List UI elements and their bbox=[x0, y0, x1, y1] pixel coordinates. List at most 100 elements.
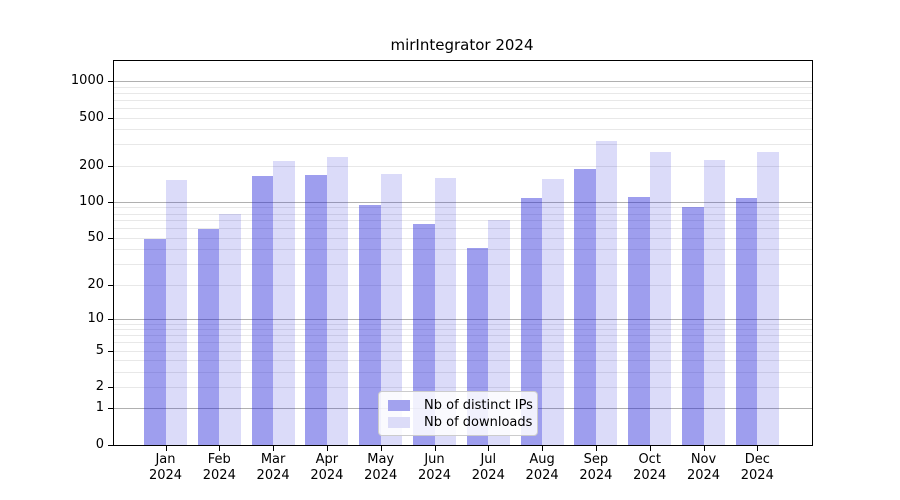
y-tick-label: 200 bbox=[79, 157, 104, 173]
gridline-minor bbox=[114, 237, 812, 239]
x-tick-label: Aug 2024 bbox=[526, 452, 559, 484]
bar-distinct-ips-may bbox=[359, 204, 381, 445]
bar-distinct-ips-feb bbox=[197, 229, 220, 445]
x-tick-year: 2024 bbox=[740, 468, 774, 483]
bar-downloads-feb bbox=[219, 213, 241, 445]
x-tick-mark bbox=[380, 446, 382, 451]
x-tick-year: 2024 bbox=[364, 468, 398, 483]
x-tick-label: Mar 2024 bbox=[257, 452, 290, 484]
legend-item-distinct-ips: Nb of distinct IPs bbox=[388, 399, 533, 412]
bar-downloads-may bbox=[380, 174, 403, 445]
gridline-major bbox=[114, 318, 812, 320]
x-tick-year: 2024 bbox=[471, 468, 505, 483]
x-tick-mark bbox=[703, 446, 705, 451]
plot-area: Nb of distinct IPs Nb of downloads bbox=[108, 60, 813, 451]
gridline-major bbox=[114, 81, 812, 83]
y-tick-mark bbox=[108, 408, 113, 410]
x-tick-label: Apr 2024 bbox=[310, 452, 343, 484]
x-tick-month: Jun bbox=[424, 452, 445, 467]
x-tick-year: 2024 bbox=[686, 468, 721, 483]
gridline-minor bbox=[114, 360, 812, 362]
y-tick-mark bbox=[108, 165, 113, 167]
gridline-minor bbox=[114, 144, 812, 146]
gridline-minor bbox=[114, 284, 812, 286]
gridline-minor bbox=[114, 107, 812, 109]
bar-downloads-sep bbox=[595, 140, 618, 445]
x-tick-mark bbox=[488, 446, 490, 451]
x-tick-month: Nov bbox=[690, 452, 717, 467]
gridline-minor bbox=[114, 117, 812, 119]
x-tick-mark bbox=[542, 446, 544, 451]
gridline-minor bbox=[114, 207, 812, 209]
x-tick-label: Jul 2024 bbox=[472, 452, 505, 484]
bar-downloads-dec bbox=[757, 152, 779, 445]
bar-downloads-nov bbox=[703, 160, 725, 445]
x-tick-year: 2024 bbox=[256, 468, 290, 483]
bar-distinct-ips-jan bbox=[144, 238, 166, 445]
y-tick-label: 20 bbox=[87, 276, 104, 292]
x-tick-label: May 2024 bbox=[364, 452, 397, 484]
x-tick-month: May bbox=[367, 452, 395, 467]
x-tick-mark bbox=[649, 446, 651, 451]
x-tick-label: Jan 2024 bbox=[149, 452, 182, 484]
x-tick-mark bbox=[595, 446, 597, 451]
y-tick-label: 1000 bbox=[70, 73, 104, 89]
y-tick-label: 50 bbox=[87, 229, 104, 245]
x-tick-year: 2024 bbox=[633, 468, 667, 483]
x-tick-month: Jul bbox=[480, 452, 497, 467]
x-tick-month: Apr bbox=[315, 452, 339, 467]
legend-item-downloads: Nb of downloads bbox=[388, 416, 532, 429]
x-tick-mark bbox=[273, 446, 275, 451]
bar-distinct-ips-oct bbox=[628, 196, 650, 445]
bar-downloads-aug bbox=[542, 178, 564, 445]
x-tick-month: Oct bbox=[638, 452, 661, 467]
x-tick-year: 2024 bbox=[579, 468, 613, 483]
y-tick-label: 500 bbox=[79, 109, 104, 125]
gridline-minor bbox=[114, 165, 812, 167]
x-tick-label: Sep 2024 bbox=[579, 452, 612, 484]
legend-label-distinct-ips: Nb of distinct IPs bbox=[424, 398, 533, 413]
x-tick-year: 2024 bbox=[417, 468, 452, 483]
y-tick-label: 5 bbox=[95, 342, 104, 358]
x-tick-mark bbox=[219, 446, 221, 451]
y-axis: 1000 500 200 100 50 20 10 5 2 1 0 bbox=[0, 0, 104, 500]
bar-downloads-jan bbox=[165, 179, 187, 445]
x-tick-mark bbox=[326, 446, 328, 451]
x-tick-year: 2024 bbox=[148, 468, 183, 483]
y-tick-label: 10 bbox=[87, 310, 104, 326]
x-tick-year: 2024 bbox=[310, 468, 344, 483]
y-tick-mark bbox=[108, 117, 113, 119]
bar-distinct-ips-apr bbox=[305, 175, 327, 445]
gridline-minor bbox=[114, 92, 812, 94]
y-tick-mark bbox=[108, 445, 113, 446]
legend: Nb of distinct IPs Nb of downloads bbox=[378, 391, 538, 436]
bar-distinct-ips-jun bbox=[413, 224, 435, 445]
bar-downloads-oct bbox=[649, 152, 672, 445]
gridline-minor bbox=[114, 350, 812, 352]
gridline-minor bbox=[114, 264, 812, 266]
x-tick-label: Jun 2024 bbox=[418, 452, 451, 484]
x-tick-label: Feb 2024 bbox=[203, 452, 236, 484]
y-tick-mark bbox=[108, 237, 113, 239]
bar-downloads-jun bbox=[434, 178, 456, 445]
x-tick-year: 2024 bbox=[202, 468, 236, 483]
bar-downloads-jul bbox=[488, 220, 510, 445]
x-tick-month: Feb bbox=[207, 452, 231, 467]
gridline-minor bbox=[114, 213, 812, 215]
x-tick-mark bbox=[165, 446, 167, 451]
y-tick-label: 100 bbox=[79, 193, 104, 209]
bar-distinct-ips-mar bbox=[251, 176, 274, 445]
bar-downloads-apr bbox=[326, 156, 349, 445]
gridline-minor bbox=[114, 99, 812, 101]
bar-distinct-ips-aug bbox=[520, 197, 543, 445]
gridline-minor bbox=[114, 129, 812, 131]
x-tick-label: Nov 2024 bbox=[687, 452, 720, 484]
y-tick-mark bbox=[108, 201, 113, 203]
y-tick-label: 1 bbox=[95, 400, 104, 416]
gridline-minor bbox=[114, 335, 812, 337]
chart-title: mirIntegrator 2024 bbox=[390, 36, 534, 54]
bar-distinct-ips-dec bbox=[735, 197, 758, 445]
y-tick-label: 2 bbox=[95, 379, 104, 395]
x-tick-month: Aug bbox=[529, 452, 555, 467]
gridline-minor bbox=[114, 371, 812, 373]
